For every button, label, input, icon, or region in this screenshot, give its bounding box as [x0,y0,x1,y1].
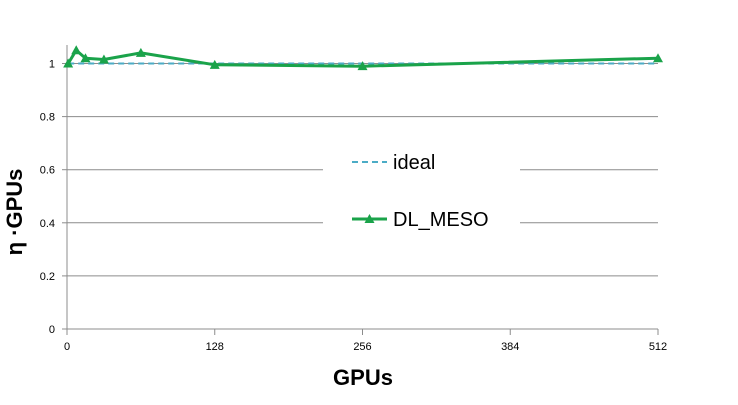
y-tick-label: 0 [49,324,55,336]
data-point [71,45,82,55]
data-point [63,58,74,68]
y-tick-label: 0.6 [40,165,55,177]
legend-marker [364,214,375,223]
y-tick-label: 0.4 [40,218,55,230]
data-point [135,47,146,57]
y-tick-label: 1 [49,59,55,71]
x-tick-label: 0 [64,341,70,353]
x-tick-label: 256 [353,341,371,353]
y-tick-label: 0.2 [40,271,55,283]
x-tick-label: 128 [206,341,224,353]
y-tick-label: 0.8 [40,112,55,124]
data-point [209,59,220,69]
x-tick-label: 384 [501,341,519,353]
y-axis-title: η ·GPUs [2,169,27,256]
axis-layer: 0 0.2 0.4 0.6 0.8 1 0 128 256 384 512 [40,45,667,353]
legend-label: ideal [393,152,435,174]
legend-box [323,140,520,246]
data-point [653,53,663,63]
x-tick-label: 512 [649,341,667,353]
data-point [98,54,109,64]
legend: ideal DL_MESO [323,140,520,246]
x-axis-title: GPUs [333,365,393,390]
legend-label: DL_MESO [393,209,489,231]
data-point [357,61,368,71]
data-point [80,53,91,63]
series-layer [63,45,663,71]
